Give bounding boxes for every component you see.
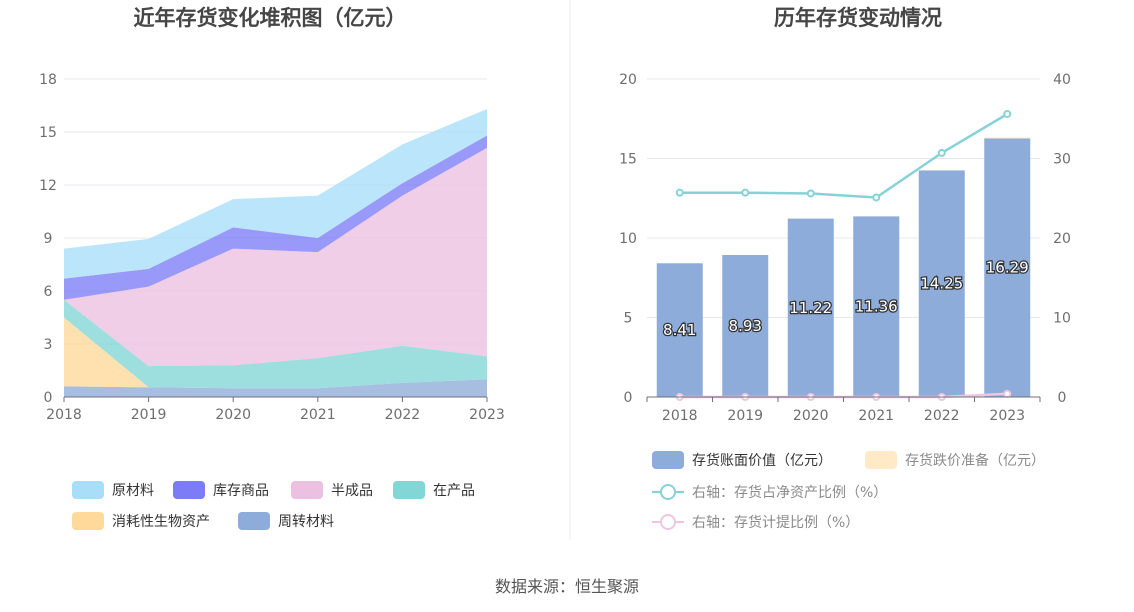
bar-inventory-value[interactable] [787,218,834,397]
right-legend-label: 右轴：存货占净资产比例（%） [692,484,887,501]
left-y-tick-label: 6 [44,284,53,300]
left-x-tick-label: 2019 [131,407,167,423]
left-legend-item[interactable]: 库存商品 [173,481,269,499]
bar-inventory-value[interactable] [853,216,900,397]
left-legend-item[interactable]: 原材料 [72,481,154,499]
left-legend-swatch [393,481,425,499]
right-x-tick-label: 2020 [793,408,829,424]
line-inventory-to-net-assets [679,112,1008,199]
right-y2-tick-label: 40 [1053,72,1071,88]
left-y-tick-label: 18 [39,72,57,88]
left-legend-item[interactable]: 周转材料 [238,512,334,530]
left-legend-label: 库存商品 [213,483,269,499]
area-series-4 [64,135,487,300]
right-x-tick-label: 2018 [662,408,698,424]
left-legend-swatch [173,481,205,499]
right-legend-item[interactable]: 存货跌价准备（亿元） [865,451,1045,469]
right-legend-swatch [865,451,897,469]
data-source: 数据来源：恒生聚源 [495,577,639,596]
right-x-tick-label: 2022 [924,408,960,424]
bar-line-chart: 历年存货变动情况 0 5 10 15 20 0 10 20 30 40 2018 2019 2020 2… [619,6,1071,531]
bar-value-label: 11.36 [855,298,898,316]
left-legend-swatch [291,481,323,499]
left-legend-label: 原材料 [112,483,154,499]
area-series-1 [64,317,487,389]
left-legend-label: 在产品 [433,483,475,499]
right-y2-tick-label: 30 [1053,152,1071,168]
stacked-area-chart: 近年存货变化堆积图（亿元） 0 3 6 9 12 15 18 2018 2019 2020 202… [39,6,505,530]
right-legend: 存货账面价值（亿元） 存货跌价准备（亿元） 右轴：存货占净资产比例（%） 右轴：存货计… [652,451,1045,531]
area-series-0 [64,379,487,397]
area-series-3 [64,147,487,367]
left-y-tick-label: 0 [44,390,53,406]
left-x-tick-label: 2018 [46,407,82,423]
point-inventory-to-net-assets[interactable] [937,148,946,157]
left-x-tick-label: 2023 [469,407,505,423]
point-inventory-to-net-assets[interactable] [1003,109,1012,118]
left-x-tick-label: 2021 [300,407,336,423]
right-legend-label: 右轴：存货计提比例（%） [692,514,859,531]
right-x-tick-label: 2023 [989,408,1025,424]
left-legend-item[interactable]: 半成品 [291,481,373,499]
point-provision-ratio[interactable] [1003,389,1012,398]
right-legend-marker [660,484,676,500]
right-legend-label: 存货账面价值（亿元） [692,452,832,469]
bar-inventory-value[interactable] [918,170,965,397]
left-legend-label: 半成品 [331,483,373,499]
left-y-tick-label: 9 [44,231,53,247]
right-legend-swatch [652,451,684,469]
bar-inventory-value[interactable] [722,255,769,397]
right-x-tick-label: 2021 [858,408,894,424]
right-legend-label: 存货跌价准备（亿元） [905,452,1045,469]
right-y2-tick-label: 10 [1053,311,1071,327]
area-series-2 [64,299,487,389]
left-legend-swatch [72,512,104,530]
right-y2-tick-label: 0 [1058,390,1067,406]
bar-inventory-value[interactable] [656,263,703,397]
left-legend-label: 消耗性生物资产 [112,514,210,530]
right-legend-item[interactable]: 右轴：存货计提比例（%） [652,514,859,531]
left-y-tick-label: 12 [39,178,57,194]
bar-value-label: 11.22 [789,299,832,317]
right-y-tick-label: 5 [624,311,633,327]
right-legend-item[interactable]: 存货账面价值（亿元） [652,451,832,469]
left-x-tick-label: 2022 [385,407,421,423]
point-inventory-to-net-assets[interactable] [741,188,750,197]
point-inventory-to-net-assets[interactable] [806,189,815,198]
left-legend-item[interactable]: 消耗性生物资产 [72,512,210,530]
right-chart-title: 历年存货变动情况 [774,6,942,30]
left-legend-item[interactable]: 在产品 [393,481,475,499]
right-legend-marker [660,514,676,530]
bar-value-label: 8.41 [663,321,696,339]
right-y2-tick-label: 20 [1053,231,1071,247]
left-chart-title: 近年存货变化堆积图（亿元） [134,6,407,30]
bar-value-label: 16.29 [986,258,1029,276]
right-x-tick-label: 2019 [727,408,763,424]
left-legend-swatch [72,481,104,499]
right-legend-item[interactable]: 右轴：存货占净资产比例（%） [652,484,887,501]
area-series-5 [64,109,487,279]
right-y-tick-label: 20 [619,72,637,88]
right-y-tick-label: 0 [624,390,633,406]
point-inventory-to-net-assets[interactable] [675,188,684,197]
left-y-tick-label: 3 [44,337,53,353]
bar-value-label: 14.25 [920,275,963,293]
left-legend-swatch [238,512,270,530]
bar-inventory-value[interactable] [984,137,1031,397]
left-legend-label: 周转材料 [278,514,334,530]
bar-impairment-provision[interactable] [984,137,1031,139]
point-inventory-to-net-assets[interactable] [872,193,881,202]
left-y-tick-label: 15 [39,125,57,141]
right-y-tick-label: 15 [619,152,637,168]
left-x-tick-label: 2020 [215,407,251,423]
bar-value-label: 8.93 [729,317,762,335]
right-y-tick-label: 10 [619,231,637,247]
